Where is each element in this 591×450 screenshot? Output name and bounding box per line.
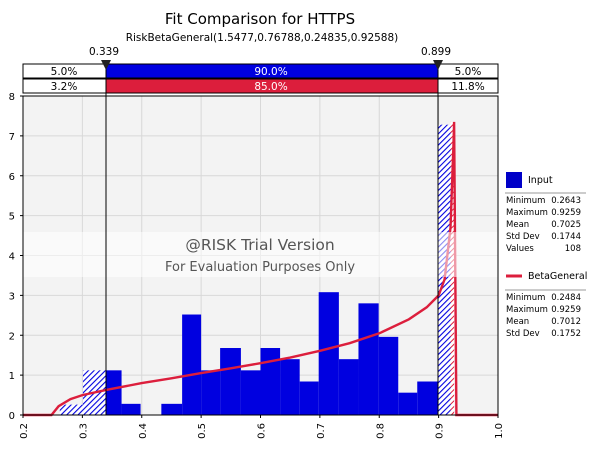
legend-stat-value: 0.9259 (551, 208, 581, 218)
x-axis: 0.2 0.3 0.4 0.5 0.6 0.7 0.8 0.9 1.0 (19, 415, 505, 439)
legend-stat-value: 0.2484 (551, 293, 581, 303)
x-tick-label: 0.9 (435, 423, 446, 439)
red-bar-left-label: 3.2% (51, 81, 78, 93)
histogram-bar (121, 403, 141, 415)
x-tick-label: 0.4 (138, 423, 149, 439)
fit-curve-line (23, 121, 498, 417)
legend-stat-label: Mean (506, 220, 529, 230)
legend-stat-value: 0.1752 (551, 329, 581, 339)
watermark-line2: For Evaluation Purposes Only (165, 260, 355, 275)
y-tick-label: 2 (9, 331, 15, 342)
histogram-bar (260, 348, 281, 415)
legend-stat-label: Mean (506, 317, 529, 327)
y-tick-label: 8 (9, 92, 15, 103)
histogram-bars (59, 121, 455, 416)
histogram-bar (358, 303, 379, 415)
legend-input-name: Input (528, 175, 553, 186)
histogram-bar (182, 314, 202, 415)
histogram-bar (105, 370, 122, 415)
y-tick-label: 1 (9, 371, 15, 382)
y-tick-label: 6 (9, 172, 15, 183)
histogram-bar (280, 359, 300, 415)
legend-stat-label: Std Dev (506, 232, 540, 242)
y-tick-label: 4 (9, 252, 15, 263)
percentile-bars: 5.0% 90.0% 5.0% 3.2% 85.0% 11.8% (22, 63, 499, 94)
legend-stat-label: Values (506, 244, 534, 254)
x-tick-label: 0.6 (257, 423, 268, 439)
histogram-bar (240, 370, 261, 415)
chart-subtitle: RiskBetaGeneral(1.5477,0.76788,0.24835,0… (126, 32, 399, 44)
histogram-bar (417, 381, 439, 415)
legend-stat-value: 0.7012 (551, 317, 581, 327)
left-delimiter-handle[interactable] (101, 60, 111, 70)
histogram-bar (59, 404, 83, 415)
histogram-bar (220, 348, 241, 415)
blue-bar-middle-label: 90.0% (254, 66, 287, 78)
legend-stat-value: 0.9259 (551, 305, 581, 315)
y-tick-label: 0 (9, 411, 15, 422)
histogram-bar (338, 359, 359, 415)
right-marker-value: 0.899 (421, 46, 451, 58)
legend-stat-value: 0.7025 (551, 220, 581, 230)
legend-stat-value: 0.2643 (551, 196, 581, 206)
histogram-bar (299, 381, 319, 415)
y-tick-label: 3 (9, 291, 15, 302)
histogram-bar (201, 370, 221, 415)
histogram-bar (161, 403, 183, 415)
histogram-bar (378, 336, 399, 415)
histogram-bar (398, 392, 418, 415)
y-tick-label: 7 (9, 132, 15, 143)
legend-input-swatch (506, 172, 522, 188)
y-tick-label: 5 (9, 212, 15, 223)
legend-stat-label: Std Dev (506, 329, 540, 339)
legend-stat-label: Minimum (506, 293, 545, 303)
x-tick-label: 0.8 (375, 423, 386, 439)
watermark-line1: @RISK Trial Version (185, 236, 334, 254)
histogram-bar (318, 292, 339, 415)
x-tick-label: 1.0 (494, 423, 505, 439)
legend-stat-label: Maximum (506, 305, 548, 315)
x-tick-label: 0.3 (78, 423, 89, 439)
y-axis: 0 1 2 3 4 5 6 7 8 (9, 92, 23, 422)
watermark-band (23, 232, 498, 277)
legend-stat-value: 0.1744 (551, 232, 581, 242)
legend-stat-label: Maximum (506, 208, 548, 218)
red-bar-middle-label: 85.0% (254, 81, 287, 93)
chart-title: Fit Comparison for HTTPS (165, 10, 355, 28)
legend-stat-label: Minimum (506, 196, 545, 206)
blue-bar-left-label: 5.0% (51, 66, 78, 78)
blue-bar-right-label: 5.0% (455, 66, 482, 78)
legend-stat-value: 108 (565, 244, 581, 254)
left-marker-value: 0.339 (89, 46, 119, 58)
x-tick-label: 0.5 (197, 423, 208, 439)
right-delimiter-handle[interactable] (433, 60, 443, 70)
legend-fit-name: BetaGeneral (528, 271, 587, 282)
red-bar-right-label: 11.8% (451, 81, 484, 93)
x-tick-label: 0.2 (19, 423, 30, 439)
x-tick-label: 0.7 (316, 423, 327, 439)
